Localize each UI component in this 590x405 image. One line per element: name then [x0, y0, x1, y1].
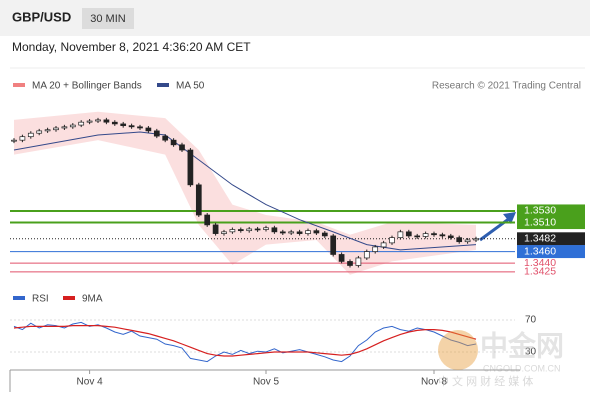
candle-body: [179, 144, 185, 151]
candle-body: [305, 230, 311, 234]
candle-body: [27, 132, 34, 138]
candle-body: [254, 228, 261, 231]
candle-body: [473, 238, 479, 241]
x-tick-label: Nov 4: [77, 377, 104, 388]
legend-label: MA 50: [176, 81, 205, 92]
candle-body: [120, 123, 127, 127]
candle-body: [456, 237, 463, 243]
watermark-logo: [438, 330, 478, 370]
candle-body: [204, 214, 211, 226]
level-label: 1.3440: [524, 257, 556, 269]
level-label-box: [517, 204, 585, 218]
candle-body: [447, 235, 454, 238]
level-label: 1.3425: [524, 266, 556, 278]
timeframe-box: [82, 8, 134, 29]
rsi-ma-line: [13, 325, 477, 357]
level-label: 1.3482: [524, 233, 556, 245]
candle-body: [153, 130, 160, 137]
rsi-tick-label: 30: [525, 347, 537, 358]
candle-body: [53, 127, 59, 131]
candle-body: [439, 234, 446, 237]
candle-body: [380, 242, 387, 248]
bollinger-band: [14, 111, 476, 275]
candle-body: [414, 235, 421, 238]
candle-body: [187, 149, 194, 186]
candle-body: [86, 120, 93, 123]
candle-body: [296, 231, 303, 234]
rsi-tick-label: 70: [525, 315, 537, 326]
ma50-line: [13, 131, 477, 251]
candle-body: [36, 130, 43, 134]
legend-swatch: [157, 83, 169, 87]
candle-body: [162, 135, 169, 141]
level-label-box: [517, 232, 585, 246]
legend-label: RSI: [32, 294, 49, 305]
credit: Research © 2021 Trading Central: [432, 81, 581, 92]
watermark: 中金网 CNGOLD.COM.CN 中 文 网 财 经 媒 体: [438, 329, 564, 388]
chart-title: GBP/USD: [12, 9, 71, 24]
candle-body: [389, 237, 395, 244]
timeframe: 30 MIN: [90, 13, 126, 25]
candle-body: [355, 257, 362, 266]
candle-body: [338, 254, 345, 262]
candle-body: [347, 261, 353, 266]
level-label: 1.3510: [524, 216, 556, 228]
watermark-brand: 中金网: [480, 329, 564, 361]
candle-body: [103, 119, 110, 123]
candle-body: [111, 121, 118, 125]
candle-body: [69, 124, 76, 128]
legend-swatch: [13, 83, 25, 87]
candle-body: [263, 227, 269, 230]
watermark-tagline: 中 文 网 财 经 媒 体: [438, 374, 533, 388]
candle-body: [313, 230, 320, 234]
candle-body: [330, 235, 337, 255]
candle-body: [246, 228, 253, 232]
candle-body: [95, 119, 101, 122]
level-label: 1.3530: [524, 205, 556, 217]
candle-body: [363, 251, 370, 259]
candle-body: [170, 139, 177, 146]
forecast-arrow-head: [503, 212, 516, 224]
x-tick-label: Nov 5: [253, 377, 280, 388]
candle-body: [237, 229, 244, 232]
legend-swatch: [63, 296, 75, 300]
level-label: 1.3460: [524, 245, 556, 257]
candle-body: [422, 233, 429, 237]
candle-body: [44, 129, 51, 132]
candle-body: [78, 121, 85, 126]
candle-body: [397, 231, 404, 238]
candle-body: [221, 231, 227, 234]
candle-body: [405, 231, 412, 237]
subtitle: Monday, November 8, 2021 4:36:20 AM CET: [12, 40, 251, 54]
legend-label: 9MA: [82, 294, 103, 305]
candle-body: [271, 227, 278, 233]
candle-body: [61, 126, 68, 129]
candle-body: [464, 239, 471, 243]
candle-body: [288, 231, 295, 234]
level-label-box: [517, 245, 585, 259]
candle-body: [431, 233, 437, 236]
legend-swatch: [13, 296, 25, 300]
level-label-box: [517, 216, 585, 230]
legend-label: MA 20 + Bollinger Bands: [32, 81, 142, 92]
candle-body: [128, 125, 135, 128]
candle-body: [145, 127, 152, 132]
candle-body: [321, 232, 328, 237]
candle-body: [279, 231, 286, 234]
candle-body: [11, 139, 17, 142]
candle-body: [195, 184, 202, 216]
x-tick-label: Nov 8: [421, 377, 448, 388]
candle-body: [137, 126, 143, 129]
candle-body: [229, 229, 236, 233]
candle-body: [372, 246, 379, 252]
watermark-site: CNGOLD.COM.CN: [483, 363, 561, 373]
candle-body: [19, 136, 26, 141]
candle-body: [212, 224, 219, 234]
